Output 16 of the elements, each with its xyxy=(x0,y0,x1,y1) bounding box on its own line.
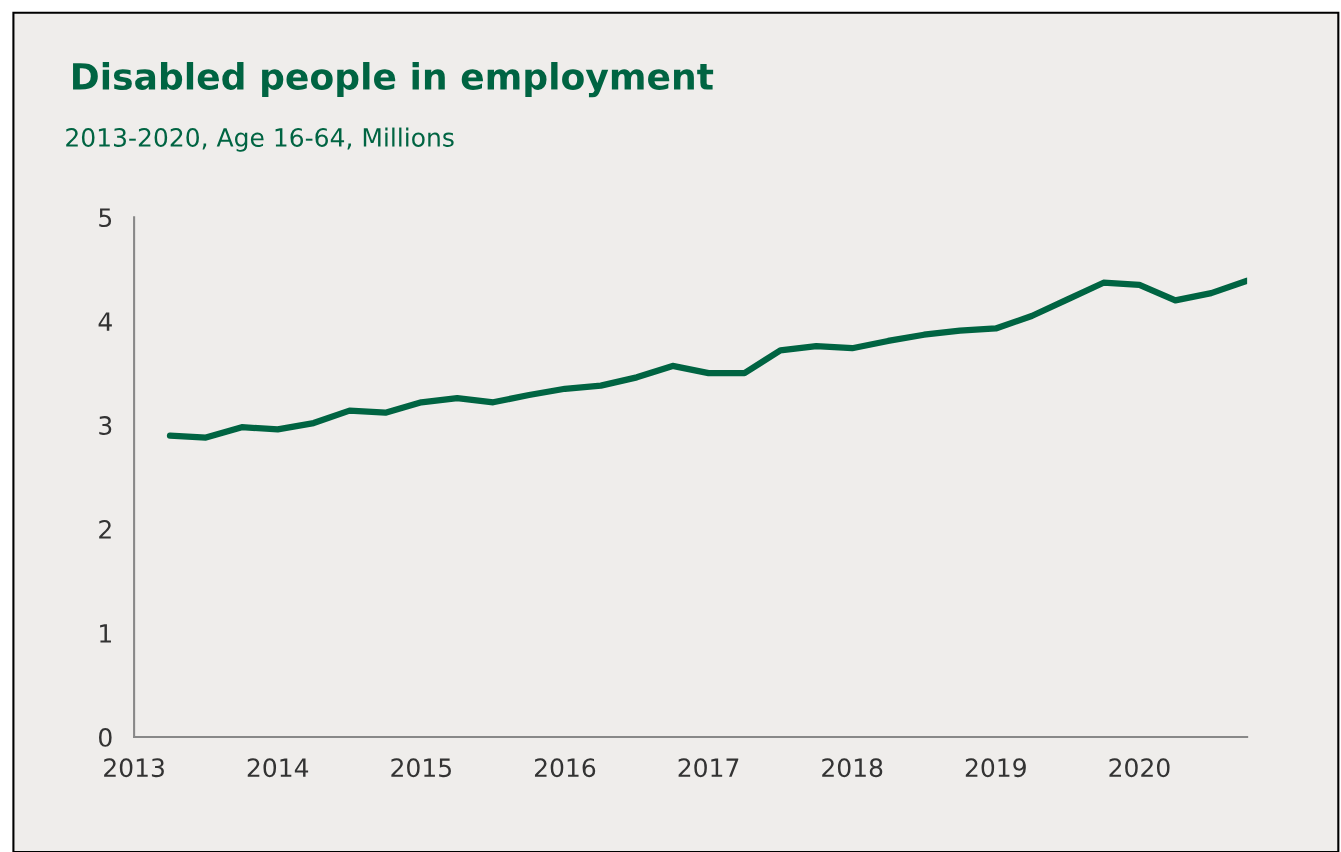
y-tick-label: 2 xyxy=(99,520,111,539)
y-tick-label: 4 xyxy=(98,312,112,331)
chart-subtitle: 2013-2020, Age 16-64, Millions xyxy=(66,127,454,152)
x-tick-label: 2017 xyxy=(678,758,739,778)
y-tick-label: 3 xyxy=(99,416,112,435)
chart-title: Disabled people in employment xyxy=(73,62,714,98)
y-tick-label: 0 xyxy=(99,727,112,747)
x-tick-label: 2019 xyxy=(965,758,1026,778)
x-tick-label: 2016 xyxy=(534,758,596,778)
x-tick-label: 2014 xyxy=(247,758,309,778)
y-tick-label: 5 xyxy=(99,208,112,228)
x-tick-label: 2020 xyxy=(1109,758,1170,778)
x-tick-label: 2013 xyxy=(104,758,164,778)
x-tick-label: 2015 xyxy=(391,758,451,778)
x-tick-label: 2018 xyxy=(822,758,883,778)
y-tick-label: 1 xyxy=(100,624,111,643)
